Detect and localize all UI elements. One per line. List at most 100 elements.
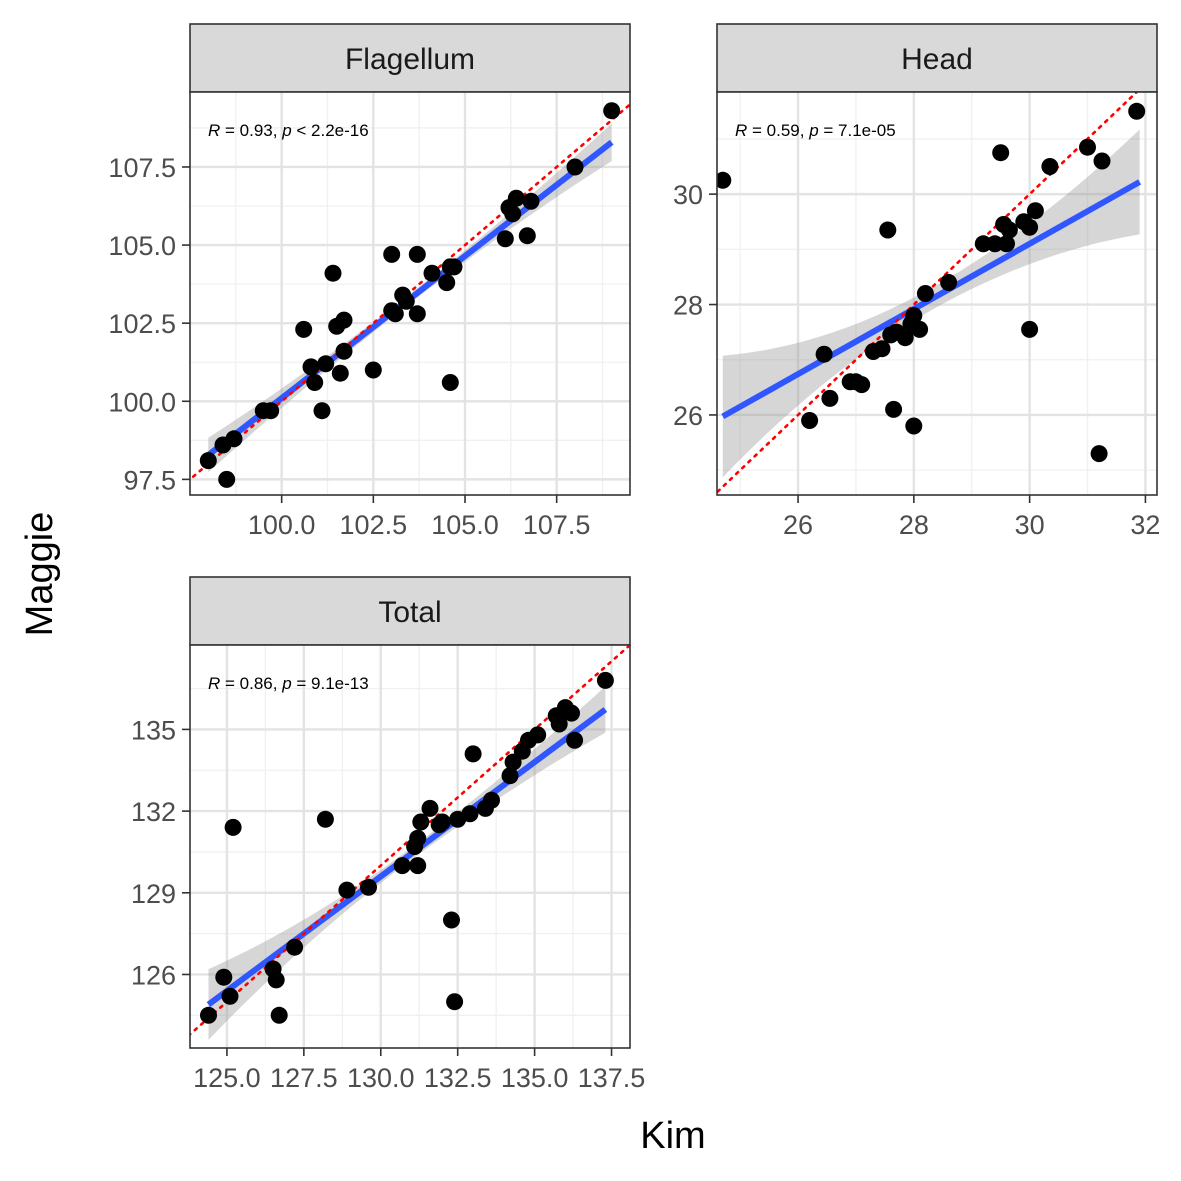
plot-area [190,92,630,495]
x-tick-label: 100.0 [248,510,316,540]
data-point [496,230,514,248]
data-point [916,285,934,302]
data-point [306,374,324,391]
data-point [386,305,404,323]
data-point [421,799,439,817]
data-point [998,235,1015,253]
data-point [1021,218,1039,236]
data-point [446,993,464,1011]
data-point [262,402,280,420]
data-point [566,158,584,176]
x-tick-label: 125.0 [193,1063,261,1093]
data-point [316,810,334,828]
data-point [801,412,819,429]
facet-label-head: Head [901,43,973,76]
data-point [507,189,525,207]
data-point [313,402,331,420]
data-point [215,968,233,986]
data-point [286,938,304,956]
data-point [603,102,621,120]
data-point [853,376,871,394]
x-tick-label: 28 [899,510,929,540]
annotation-part: R [208,121,220,140]
facet-panel-flagellum: Flagellum R = 0.93, p < 2.2e-16 100.0 102.5… [108,23,631,540]
data-point [992,144,1010,162]
panel-border [189,91,631,496]
data-point [397,292,415,310]
y-tick-label: 132 [131,797,176,827]
data-point [879,221,897,239]
plot-area [190,645,630,1048]
correlation-annotation: R = 0.59, p = 7.1e-05 [735,121,896,140]
correlation-annotation: R = 0.86, p = 9.1e-13 [208,674,369,693]
data-point [522,192,540,210]
data-point [317,355,335,373]
data-point [270,1006,288,1024]
data-point [1079,138,1096,156]
x-tick-label: 130.0 [347,1063,415,1093]
data-point [383,245,401,263]
x-tick-label: 127.5 [270,1063,338,1093]
facet-label-flagellum: Flagellum [345,43,475,76]
annotation-part: p [281,121,291,140]
data-point [940,274,958,291]
facet-strip-head [716,23,1158,93]
data-point [443,911,460,929]
y-tick-label: 97.5 [123,465,176,495]
data-point [364,361,382,379]
data-point [393,857,411,875]
data-point [885,400,903,418]
data-point [815,345,833,363]
data-point [267,971,285,989]
data-point [501,767,519,785]
panel-border [716,91,1158,496]
panel-border [189,644,631,1049]
data-point [563,704,580,722]
correlation-annotation: R = 0.93, p < 2.2e-16 [208,121,369,140]
data-point [1021,320,1039,338]
data-point [529,726,547,744]
data-point [445,258,463,276]
data-point [225,430,243,448]
data-point [438,274,456,292]
annotation-part: R [735,121,747,140]
data-point [550,715,568,733]
x-tick-label: 105.0 [431,510,499,540]
data-point [1090,445,1108,463]
data-point [331,364,349,382]
y-tick-label: 30 [673,180,703,210]
confidence-band [722,129,1140,478]
data-point [717,171,732,189]
y-tick-label: 102.5 [108,309,176,339]
facet-strip-flagellum [189,23,631,93]
annotation-part: = 0.86, [220,674,282,693]
data-point [821,389,839,407]
plot-area [717,92,1157,495]
facet-label-total: Total [378,596,441,629]
y-tick-label: 26 [673,401,703,431]
y-axis-title: Maggie [19,512,61,637]
annotation-part: p [808,121,818,140]
data-point [224,818,242,836]
x-tick-label: 102.5 [340,510,408,540]
y-tick-label: 107.5 [108,153,176,183]
data-point [1026,202,1044,220]
y-tick-label: 105.0 [108,231,176,261]
x-tick-label: 135.0 [501,1063,569,1093]
data-point [873,340,891,358]
y-tick-label: 100.0 [108,387,176,417]
data-point [1041,158,1059,175]
data-point [295,320,313,338]
x-tick-label: 26 [783,510,813,540]
data-point [1128,102,1146,120]
data-point [441,374,459,391]
facet-panel-total: Total R = 0.86, p = 9.1e-13 125.0 127.5 130.… [131,576,645,1093]
data-point [408,245,426,263]
x-axis-title: Kim [640,1115,705,1157]
data-point [905,307,923,325]
data-point [360,878,377,896]
x-tick-label: 30 [1015,510,1045,540]
data-point [596,671,614,689]
data-point [423,264,441,282]
data-point [461,805,479,823]
